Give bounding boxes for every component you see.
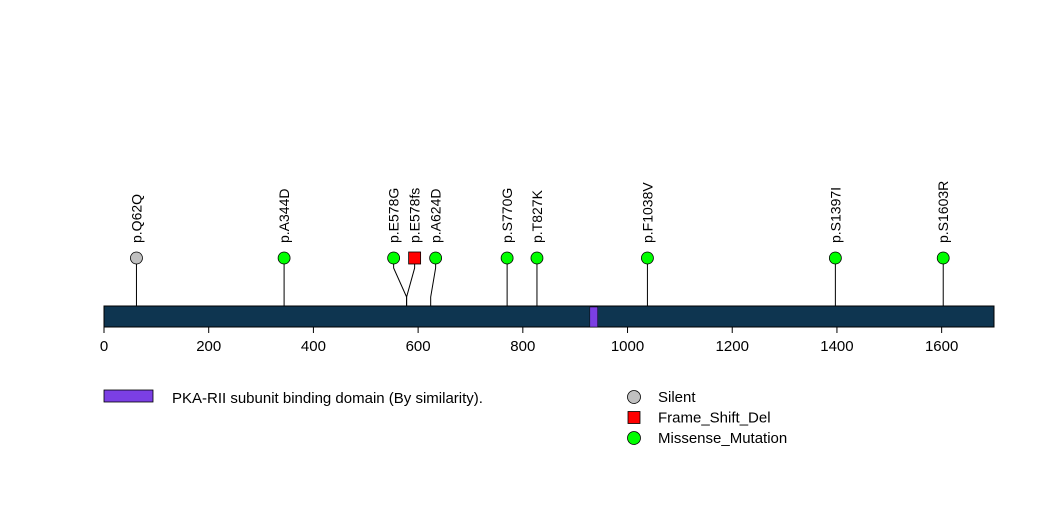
x-tick-label: 0: [100, 338, 108, 355]
frame-shift-marker: [408, 251, 422, 265]
legend-label: Silent: [658, 389, 696, 406]
x-tick-label: 800: [510, 338, 535, 355]
missense-marker: [641, 251, 654, 265]
domains-layer: [589, 306, 598, 328]
mutation-label: p.S1397I: [827, 187, 843, 243]
stems-layer: [135, 258, 944, 306]
x-tick-label: 1600: [925, 338, 958, 355]
legend-circle-icon: [627, 390, 641, 404]
x-axis: 0 200 400 600 800 1000 1200 1400 1600: [100, 327, 958, 355]
domain-legend: PKA-RII subunit binding domain (By simil…: [103, 389, 483, 407]
domain-legend-label: PKA-RII subunit binding domain (By simil…: [172, 390, 483, 407]
missense-marker: [387, 251, 401, 265]
markers-layer: [130, 251, 950, 265]
mutation-label: p.Q62Q: [128, 194, 144, 243]
x-tick-label: 1000: [611, 338, 644, 355]
lollipop-stem: [430, 258, 437, 306]
x-tick-label: 1400: [820, 338, 853, 355]
x-tick-label: 600: [406, 338, 431, 355]
missense-marker: [936, 251, 950, 265]
missense-marker: [530, 251, 544, 265]
missense-marker: [828, 251, 842, 265]
mutation-type-legend: Silent Frame_Shift_Del Missense_Mutation: [627, 389, 787, 447]
mutation-label: p.F1038V: [639, 182, 655, 243]
silent-marker: [130, 251, 143, 265]
lollipop-stem: [406, 258, 416, 306]
mutation-label: p.E578G: [386, 188, 402, 243]
mutation-label: p.S770G: [499, 188, 515, 243]
x-tick-label: 400: [301, 338, 326, 355]
domain-block-0: [589, 306, 598, 328]
domain-legend-swatch: [103, 389, 154, 403]
protein-bar: [103, 305, 995, 328]
legend-label: Frame_Shift_Del: [658, 410, 771, 427]
legend-square-icon: [627, 411, 641, 424]
mutation-label: p.A624D: [428, 189, 444, 243]
mutation-label: p.E578fs: [407, 188, 423, 243]
missense-marker: [277, 251, 291, 265]
missense-marker: [500, 251, 514, 265]
legend-label: Missense_Mutation: [658, 430, 787, 447]
legend-circle-icon: [627, 431, 641, 445]
missense-marker: [429, 251, 443, 265]
x-tick-label: 1200: [716, 338, 749, 355]
x-tick-label: 200: [196, 338, 221, 355]
mutation-label: p.T827K: [529, 189, 545, 243]
lollipop-stem: [393, 258, 408, 306]
mutation-label: p.S1603R: [935, 181, 951, 243]
mutation-label: p.A344D: [276, 189, 292, 243]
mutation-labels-layer: p.Q62Q p.A344D p.E578G p.E578fs p.A624D p.S77…: [128, 181, 951, 243]
